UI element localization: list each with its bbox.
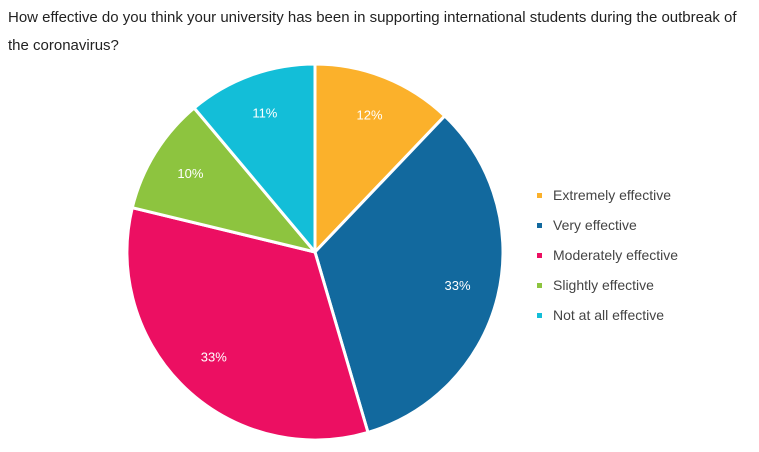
legend-label: Moderately effective xyxy=(553,247,679,263)
pie-slice-4 xyxy=(192,62,317,254)
legend: Extremely effective Very effective Moderat… xyxy=(537,180,678,330)
legend-label: Extremely effective xyxy=(553,187,672,203)
pie-slice-1 xyxy=(313,114,505,434)
chart-title: How effective do you think your universi… xyxy=(8,9,737,54)
slice-data-label-2: 33% xyxy=(201,350,227,365)
legend-item-3: Slightly effective xyxy=(537,270,678,300)
legend-swatch xyxy=(537,192,542,198)
legend-item-4: Not at all effective xyxy=(537,300,678,330)
slice-data-label-4: 11% xyxy=(252,106,277,121)
pie-slice-2 xyxy=(125,206,370,442)
legend-label: Very effective xyxy=(553,217,637,233)
legend-swatch xyxy=(537,252,542,258)
legend-item-2: Moderately effective xyxy=(537,240,678,270)
pie-slices xyxy=(125,62,505,442)
legend-label: Not at all effective xyxy=(553,307,665,323)
legend-item-1: Very effective xyxy=(537,210,678,240)
legend-label: Slightly effective xyxy=(553,277,654,293)
slice-data-label-0: 12% xyxy=(356,107,382,122)
legend-item-0: Extremely effective xyxy=(537,180,678,210)
slice-data-label-1: 33% xyxy=(444,278,470,293)
pie-slice-3 xyxy=(130,106,317,254)
legend-swatch xyxy=(537,222,542,228)
legend-swatch xyxy=(537,282,542,288)
pie-data-labels: 12% 33% 33% 10% 11% xyxy=(177,106,471,365)
legend-swatch xyxy=(537,312,542,318)
slice-data-label-3: 10% xyxy=(177,166,203,181)
pie-slice-0 xyxy=(313,62,447,254)
